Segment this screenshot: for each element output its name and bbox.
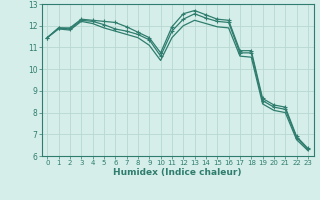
X-axis label: Humidex (Indice chaleur): Humidex (Indice chaleur) [113, 168, 242, 177]
